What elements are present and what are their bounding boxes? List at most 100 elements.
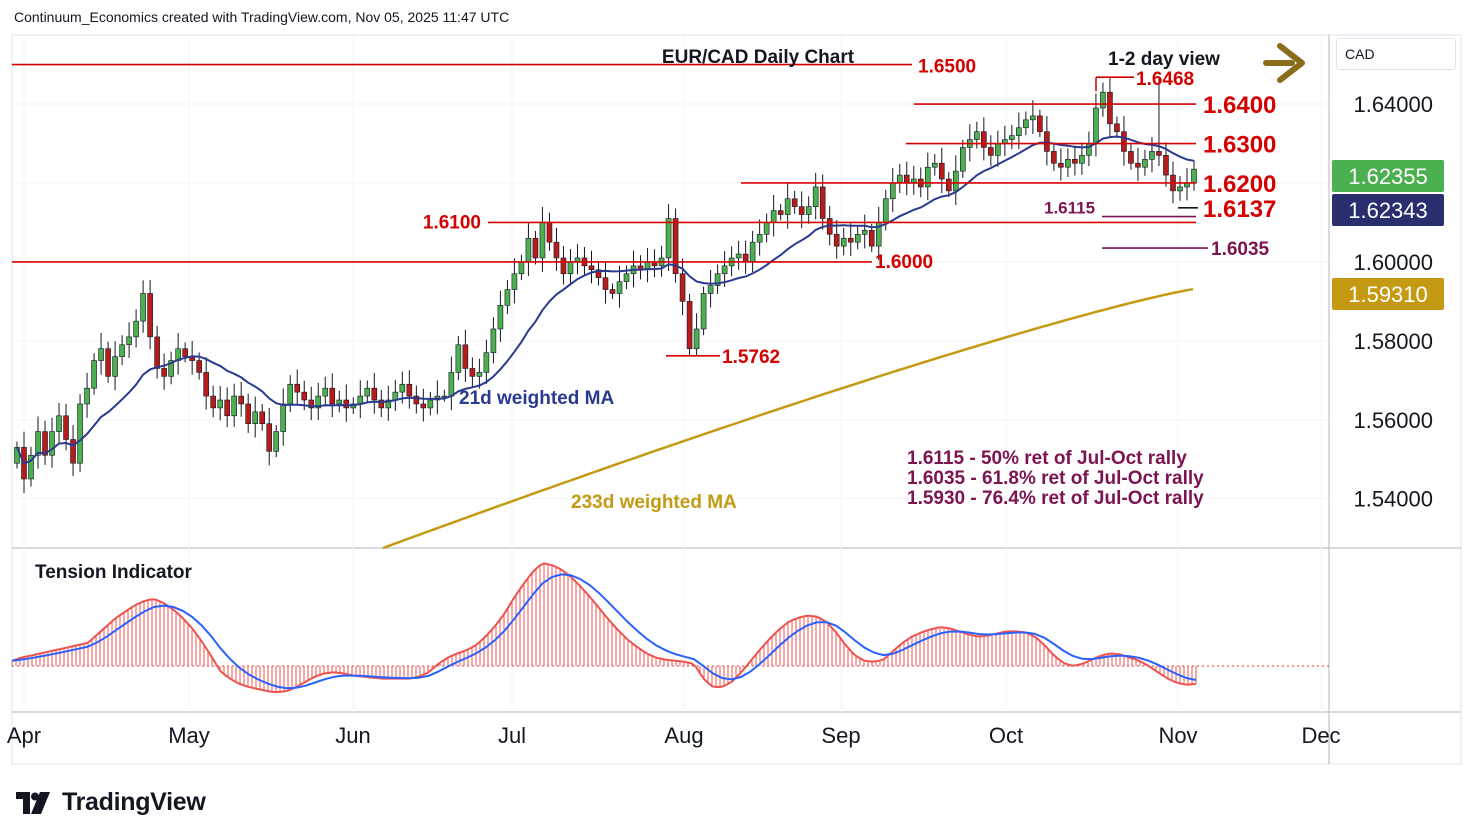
candle-body bbox=[70, 439, 76, 464]
candle-body bbox=[952, 170, 959, 192]
candle bbox=[413, 385, 420, 414]
candle-body bbox=[490, 328, 497, 353]
candle bbox=[1086, 131, 1092, 167]
candle bbox=[462, 329, 469, 382]
candle bbox=[245, 393, 251, 433]
candle-body bbox=[1009, 135, 1015, 140]
candle bbox=[770, 194, 777, 237]
candle-body bbox=[567, 261, 574, 275]
candle bbox=[525, 222, 532, 277]
direction-arrow-icon bbox=[1263, 43, 1305, 83]
candle-body bbox=[840, 237, 847, 247]
level-label: 1.6468 bbox=[1136, 69, 1194, 90]
candle-body bbox=[413, 395, 420, 405]
candle-body bbox=[707, 285, 714, 294]
retracement-note: 1.5930 - 76.4% ret of Jul-Oct rally bbox=[907, 488, 1204, 509]
candle-body bbox=[931, 162, 938, 168]
candle-body bbox=[154, 336, 160, 369]
candle bbox=[343, 384, 350, 422]
candle bbox=[1135, 147, 1141, 182]
candle bbox=[1037, 109, 1043, 138]
candle-body bbox=[735, 253, 742, 259]
x-tick-label: Jun bbox=[335, 723, 370, 748]
candle-body bbox=[686, 301, 693, 350]
currency-selector[interactable]: CAD bbox=[1336, 38, 1456, 70]
candle-body bbox=[623, 273, 630, 282]
y-tick-label: 1.64000 bbox=[1353, 92, 1433, 117]
candle bbox=[742, 240, 749, 275]
candle-body bbox=[924, 166, 931, 188]
candle-body bbox=[749, 241, 756, 263]
candle bbox=[28, 446, 34, 487]
candle bbox=[364, 380, 371, 403]
candle bbox=[889, 168, 896, 213]
candle-body bbox=[1058, 162, 1064, 168]
candle-body bbox=[133, 320, 139, 338]
candle bbox=[210, 385, 216, 418]
candle-body bbox=[588, 265, 595, 271]
candle bbox=[511, 258, 518, 304]
tension-title: Tension Indicator bbox=[35, 562, 193, 583]
candle bbox=[721, 251, 728, 287]
candle-body bbox=[105, 348, 111, 377]
retracement-note: 1.6035 - 61.8% ret of Jul-Oct rally bbox=[907, 468, 1204, 489]
candle bbox=[805, 196, 812, 224]
candle-body bbox=[77, 403, 83, 464]
candle-body bbox=[960, 147, 966, 172]
candle-body bbox=[1142, 159, 1148, 168]
candle-body bbox=[995, 143, 1001, 156]
candle bbox=[315, 382, 322, 420]
candle bbox=[532, 230, 539, 265]
candle bbox=[371, 372, 378, 414]
candle bbox=[777, 204, 784, 221]
candle-body bbox=[672, 218, 679, 275]
candle bbox=[14, 441, 20, 469]
candle-body bbox=[988, 147, 994, 156]
candle bbox=[77, 394, 83, 473]
candle-body bbox=[301, 391, 308, 401]
candle bbox=[1114, 116, 1120, 139]
candle bbox=[252, 396, 259, 438]
tradingview-logo[interactable]: TradingView bbox=[16, 788, 206, 817]
candle bbox=[168, 351, 174, 385]
candle-body bbox=[974, 131, 980, 140]
candle bbox=[707, 270, 714, 308]
candle bbox=[105, 341, 111, 383]
candle bbox=[868, 223, 875, 252]
level-label: 1.6035 bbox=[1211, 239, 1270, 260]
candle-body bbox=[1030, 115, 1036, 121]
candle bbox=[280, 388, 287, 446]
candle-body bbox=[700, 293, 707, 330]
price-badge-box bbox=[1332, 278, 1444, 310]
candle-body bbox=[546, 222, 553, 243]
candle-body bbox=[1121, 131, 1127, 152]
candle-body bbox=[854, 233, 861, 243]
candle-body bbox=[553, 241, 560, 259]
candle-body bbox=[1023, 119, 1029, 129]
x-tick-label: Aug bbox=[664, 723, 703, 748]
candle-body bbox=[1114, 123, 1120, 132]
candle-body bbox=[140, 293, 146, 322]
candle-body bbox=[427, 399, 434, 409]
candle-body bbox=[245, 403, 251, 424]
candle-body bbox=[1044, 131, 1050, 152]
candle-body bbox=[981, 131, 987, 148]
candle bbox=[981, 117, 987, 161]
x-tick-label: Jul bbox=[498, 723, 526, 748]
candle bbox=[287, 375, 294, 413]
candle bbox=[294, 369, 301, 406]
candle-body bbox=[609, 289, 616, 294]
candle bbox=[1002, 125, 1008, 157]
candle bbox=[974, 121, 980, 149]
candle-body bbox=[315, 395, 322, 409]
candle bbox=[595, 261, 602, 286]
candle-body bbox=[539, 222, 546, 259]
candle bbox=[238, 381, 244, 417]
candle bbox=[665, 204, 672, 271]
candle bbox=[546, 212, 553, 251]
candle-body bbox=[308, 399, 315, 409]
ma21-annotation: 21d weighted MA bbox=[459, 388, 614, 409]
price-badge-box bbox=[1332, 194, 1444, 226]
candle bbox=[574, 244, 581, 275]
